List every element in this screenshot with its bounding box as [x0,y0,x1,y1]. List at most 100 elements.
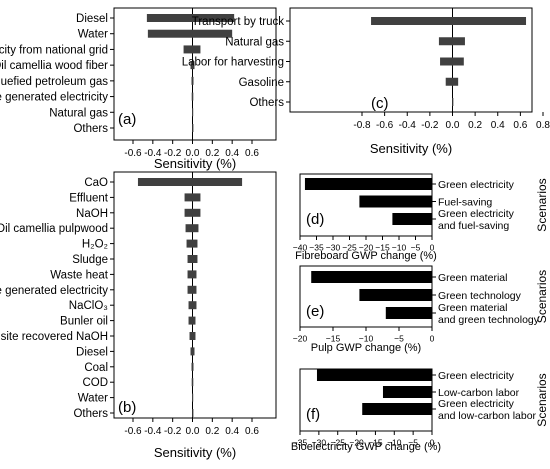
x-tick-label: 0.6 [513,120,527,131]
bar-f-1 [382,386,432,398]
plot-frame [113,171,277,419]
bar-b-11 [190,347,195,356]
panel-label: (e) [306,303,324,320]
x-tick-label: 0.6 [245,426,259,437]
category-label: Others [73,123,108,135]
x-axis-label: Pulp GWP change (%) [311,342,421,354]
x-tick-label: -0.6 [376,120,394,131]
x-axis-label: Fibreboard GWP change (%) [295,250,437,262]
category-label: Others [249,97,284,109]
category-label: Others [73,408,108,420]
bar-b-4 [186,239,198,248]
category-label: Water [78,29,108,41]
category-label: Water [78,393,108,405]
category-label: Sludge [72,254,108,266]
category-label: Green electricity [438,179,515,191]
bar-a-3 [190,61,195,70]
y-axis-label: Scenarios [535,373,549,426]
category-label: Natural gas [49,107,108,119]
bar-a-1 [147,29,233,38]
category-label: Onsite generated electricity [0,285,108,297]
x-tick-label: -0.6 [124,148,142,159]
x-tick-label: -0.2 [164,148,182,159]
bar-b-5 [187,255,198,263]
plot-frame [289,7,533,113]
bar-e-0 [311,271,432,283]
x-axis-label: Sensitivity (%) [154,445,236,460]
category-label: Bunler oil [60,316,108,328]
category-label: Onsite generated electricity [0,92,108,104]
category-label: and green technology [438,314,540,326]
panel-label: (f) [306,406,320,423]
x-tick-label: −10 [392,243,407,253]
panel-label: (d) [306,211,324,228]
bar-a-0 [146,14,235,22]
x-axis-label: Sensitivity (%) [154,156,236,171]
category-label: Green technology [438,290,522,302]
bar-b-3 [185,224,199,233]
x-tick-label: -0.4 [144,148,162,159]
y-axis-label: Scenarios [535,270,549,323]
bar-c-3 [445,77,459,86]
y-axis-label: Scenarios [535,178,549,231]
category-label: Green material [438,302,507,314]
x-tick-label: 0.2 [468,120,482,131]
category-label: Coal [84,362,108,374]
category-label: Electricity from national grid [0,44,108,56]
category-label: and fuel-saving [438,220,509,232]
x-tick-label: −10 [387,438,402,448]
x-tick-label: 0.0 [446,120,460,131]
bar-b-2 [184,208,201,217]
bar-a-4 [191,76,194,85]
bar-c-2 [440,57,464,66]
category-label: Natural gas [225,36,284,48]
x-axis-label: Bioelectricity GWP change (%) [291,441,441,453]
bar-e-1 [359,289,432,301]
x-tick-label: −20 [349,438,364,448]
category-label: Green electricity [438,398,515,410]
bar-b-14 [192,393,194,402]
bar-f-0 [316,369,432,381]
bar-b-1 [184,193,201,202]
bar-e-2 [385,307,432,319]
category-label: Oil camellia wood fiber [0,60,108,72]
bar-c-0 [371,17,527,25]
bar-c-4 [452,98,454,106]
x-tick-label: −15 [375,243,390,253]
bar-b-10 [189,332,196,340]
bar-d-0 [304,178,432,190]
category-label: Liquefied petroleum gas [0,76,108,88]
x-tick-label: −20 [293,334,308,344]
x-tick-label: −35 [309,243,324,253]
panel-label: (c) [371,95,389,112]
x-tick-label: −25 [342,243,357,253]
plot-frame [113,7,277,141]
bar-d-1 [359,195,432,208]
category-label: Transport by truck [192,16,284,28]
x-tick-label: 0.4 [225,148,239,159]
x-tick-label: 0 [430,438,435,448]
x-tick-label: 0.6 [245,148,259,159]
category-label: and low-carbon labor [438,410,537,422]
x-tick-label: -0.8 [353,120,371,131]
bar-b-12 [191,362,194,371]
x-tick-label: 0.2 [205,426,219,437]
category-label: NaClO₃ [69,300,109,312]
bar-c-1 [438,37,465,46]
panel-label: (a) [118,111,136,128]
category-label: Low-carbon labor [438,387,520,399]
x-tick-label: -0.2 [164,426,182,437]
x-tick-label: 0.4 [491,120,505,131]
category-label: Labor for harvesting [182,57,284,69]
x-tick-label: -0.6 [124,426,142,437]
category-label: Onsite recovered NaOH [0,331,108,343]
bar-b-15 [192,409,194,417]
bar-a-2 [183,45,201,54]
x-tick-label: 0 [430,243,435,253]
category-label: Diesel [76,346,108,358]
x-tick-label: −25 [331,438,346,448]
bar-b-9 [188,316,196,325]
